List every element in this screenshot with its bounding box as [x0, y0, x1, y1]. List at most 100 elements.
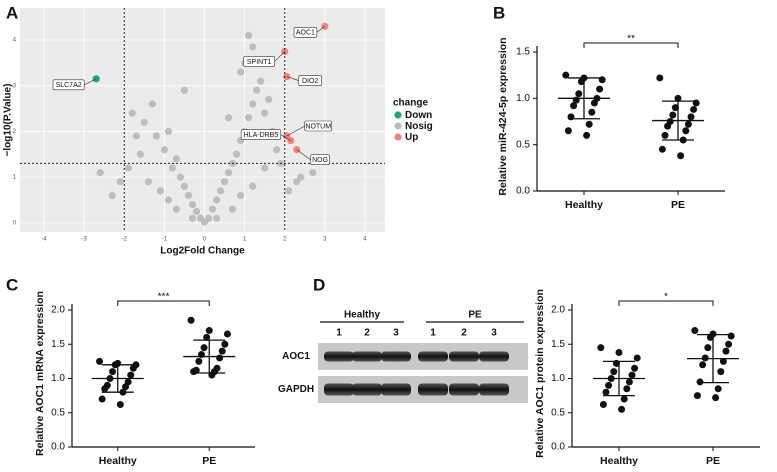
- point: [144, 178, 152, 186]
- point: [176, 173, 185, 181]
- x-tick-label: 0: [203, 237, 207, 243]
- point: [597, 344, 605, 352]
- point: [687, 113, 695, 121]
- x-tick-label: PE: [671, 199, 685, 211]
- panel-letter: A: [6, 3, 18, 22]
- point: [187, 316, 195, 324]
- point: [164, 127, 173, 136]
- label-leader: [280, 134, 291, 141]
- y-axis-title: Relative AOC1 protein expression: [534, 289, 546, 458]
- point: [620, 395, 628, 403]
- point: [245, 114, 253, 122]
- point: [590, 99, 598, 107]
- point: [297, 173, 305, 181]
- point: [719, 357, 727, 365]
- point: [224, 168, 233, 177]
- y-tick-label: 0.5: [551, 407, 565, 418]
- lane-label: 1: [430, 328, 436, 339]
- y-tick-label: 0.5: [51, 407, 65, 418]
- point: [96, 357, 104, 365]
- x-tick-label: 3: [323, 237, 327, 243]
- point: [122, 383, 130, 391]
- label-box: [52, 79, 85, 91]
- point: [585, 120, 593, 128]
- point: [257, 77, 265, 85]
- point: [570, 102, 578, 110]
- label-leader: [84, 78, 97, 86]
- y-tick-label: 1.5: [51, 339, 65, 350]
- point: [273, 146, 281, 154]
- point: [140, 118, 148, 126]
- point: [712, 394, 720, 402]
- x-tick-label: PE: [706, 455, 720, 467]
- point: [168, 164, 177, 172]
- point: [204, 214, 213, 222]
- point: [261, 164, 269, 172]
- x-tick-label: 2: [283, 237, 287, 243]
- point: [108, 191, 116, 200]
- blot-band: [479, 383, 509, 396]
- point: [129, 364, 137, 372]
- point: [699, 361, 707, 369]
- significance-label: **: [627, 34, 635, 45]
- y-tick-label: 0.0: [551, 442, 565, 453]
- point: [223, 330, 231, 338]
- label-leader: [274, 51, 285, 62]
- point: [253, 86, 261, 94]
- blot-band: [449, 383, 479, 396]
- point: [148, 100, 156, 108]
- group-label: PE: [468, 310, 482, 321]
- point: [701, 354, 709, 362]
- point: [615, 348, 623, 356]
- label-leader: [286, 125, 305, 137]
- point: [116, 178, 124, 186]
- point: [682, 127, 690, 135]
- group-label: Healthy: [344, 310, 381, 321]
- x-tick-label: Healthy: [565, 199, 603, 211]
- point: [693, 392, 701, 400]
- point: [228, 205, 237, 213]
- blot-band: [381, 351, 411, 362]
- point: [152, 132, 160, 140]
- point: [237, 191, 245, 200]
- label-leader: [286, 76, 299, 81]
- point: [265, 95, 273, 104]
- y-tick-label: 1.0: [51, 373, 65, 384]
- point: [188, 200, 197, 209]
- point: [285, 187, 293, 195]
- plot-background: [20, 8, 385, 232]
- y-tick-label: 2.0: [51, 305, 65, 316]
- lane-label: 2: [461, 328, 467, 339]
- label-leader: [316, 26, 326, 33]
- blot-band: [352, 383, 382, 396]
- lane-label: 3: [393, 328, 399, 339]
- panel-letter: C: [6, 275, 18, 294]
- blot-band: [449, 351, 479, 362]
- point: [128, 109, 136, 117]
- point: [172, 205, 181, 213]
- point-label: NOTUM: [305, 123, 331, 130]
- significance-bracket: [618, 300, 714, 306]
- blot-band: [324, 383, 354, 396]
- panel-letter: D: [313, 275, 325, 294]
- point: [599, 401, 607, 409]
- legend-label: Nosig: [405, 121, 433, 132]
- point: [190, 368, 198, 376]
- x-tick-label: -2: [122, 237, 128, 243]
- label-box: [243, 56, 276, 67]
- y-tick-label: 1.0: [516, 93, 530, 104]
- y-tick-label: 1.5: [516, 47, 530, 58]
- point: [245, 31, 253, 40]
- point: [127, 371, 135, 379]
- point: [96, 168, 104, 177]
- y-tick-label: 1.5: [551, 339, 565, 350]
- point: [577, 78, 585, 86]
- point: [690, 105, 698, 113]
- y-tick-label: 1.0: [551, 373, 565, 384]
- point: [203, 333, 211, 341]
- point: [101, 385, 109, 393]
- point: [583, 131, 591, 139]
- point: [249, 100, 257, 108]
- point: [623, 385, 631, 393]
